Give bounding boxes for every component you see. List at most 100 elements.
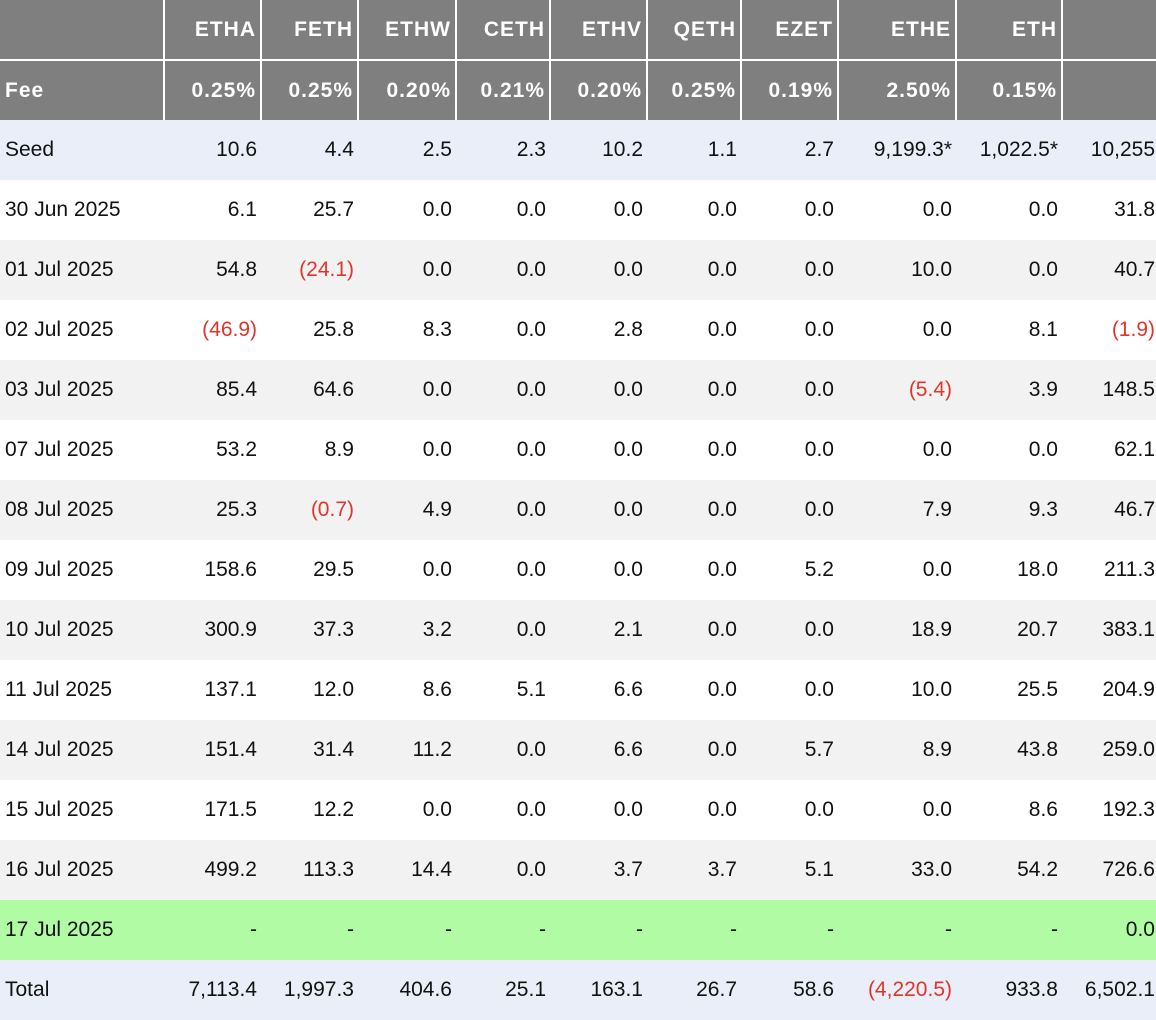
- flow-cell: 11.2: [358, 720, 456, 780]
- total-cell: 26.7: [647, 960, 741, 1020]
- fee-value: 0.20%: [550, 60, 648, 120]
- total-cell: 1,997.3: [261, 960, 358, 1020]
- row-label: 15 Jul 2025: [0, 780, 164, 840]
- flow-cell: 8.9: [838, 720, 956, 780]
- row-label: 02 Jul 2025: [0, 300, 164, 360]
- flow-cell: 2.7: [741, 120, 838, 180]
- flow-cell: 6.1: [164, 180, 261, 240]
- flow-cell: 0.0: [741, 600, 838, 660]
- flow-cell: 0.0: [456, 540, 550, 600]
- ticker-header-row: ETHA FETH ETHW CETH ETHV QETH EZET ETHE …: [0, 0, 1156, 61]
- row-label: 16 Jul 2025: [0, 840, 164, 900]
- flow-cell: 25.7: [261, 180, 358, 240]
- flow-cell: 0.0: [1062, 900, 1156, 960]
- fee-header-row: Fee 0.25% 0.25% 0.20% 0.21% 0.20% 0.25% …: [0, 60, 1156, 120]
- flow-cell: -: [550, 900, 647, 960]
- flow-cell: 4.9: [358, 480, 456, 540]
- flow-cell: 0.0: [456, 240, 550, 300]
- fee-value: 0.20%: [358, 60, 457, 120]
- row-label: 17 Jul 2025: [0, 900, 164, 960]
- fee-value: 0.21%: [456, 60, 551, 120]
- flow-cell: 85.4: [164, 360, 261, 420]
- flow-cell: 0.0: [550, 420, 647, 480]
- flow-row: 16 Jul 2025 499.2 113.3 14.4 0.0 3.7 3.7 5.1 33.…: [0, 840, 1156, 900]
- flow-cell: 211.3: [1062, 540, 1156, 600]
- row-label: 01 Jul 2025: [0, 240, 164, 300]
- flow-cell: 8.9: [261, 420, 358, 480]
- flow-cell: 14.4: [358, 840, 456, 900]
- flow-row: 15 Jul 2025 171.5 12.2 0.0 0.0 0.0 0.0 0.0 0.0 8.…: [0, 780, 1156, 840]
- flow-cell: 2.3: [456, 120, 550, 180]
- flow-cell: -: [956, 900, 1062, 960]
- flow-cell: -: [164, 900, 261, 960]
- flow-cell: 8.3: [358, 300, 456, 360]
- row-label: 07 Jul 2025: [0, 420, 164, 480]
- flow-cell: 192.3: [1062, 780, 1156, 840]
- flow-cell: 3.7: [647, 840, 741, 900]
- column-header-feth: FETH: [261, 0, 359, 61]
- flow-cell: 0.0: [456, 420, 550, 480]
- flow-cell: 29.5: [261, 540, 358, 600]
- flow-cell: 0.0: [838, 420, 956, 480]
- flow-row: 02 Jul 2025 (46.9) 25.8 8.3 0.0 2.8 0.0 0.0 0.0 8…: [0, 300, 1156, 360]
- flow-cell: 3.7: [550, 840, 647, 900]
- row-label: 30 Jun 2025: [0, 180, 164, 240]
- flow-cell: 0.0: [647, 240, 741, 300]
- flow-cell: 0.0: [456, 180, 550, 240]
- flow-cell: 18.0: [956, 540, 1062, 600]
- flow-cell: 25.3: [164, 480, 261, 540]
- flow-cell: 0.0: [647, 720, 741, 780]
- flow-cell: 25.8: [261, 300, 358, 360]
- flow-row: 01 Jul 2025 54.8 (24.1) 0.0 0.0 0.0 0.0 0.0 10.0…: [0, 240, 1156, 300]
- flow-cell: -: [456, 900, 550, 960]
- flow-cell: 0.0: [838, 300, 956, 360]
- flow-cell: 43.8: [956, 720, 1062, 780]
- flow-cell: 0.0: [456, 600, 550, 660]
- flow-cell: 259.0: [1062, 720, 1156, 780]
- flow-cell: 6.6: [550, 720, 647, 780]
- flow-cell: 0.0: [358, 780, 456, 840]
- row-label: Total: [0, 960, 164, 1020]
- flow-cell: 2.8: [550, 300, 647, 360]
- flow-cell: 0.0: [647, 600, 741, 660]
- flow-cell: 10.2: [550, 120, 647, 180]
- column-header-total: [1062, 0, 1156, 61]
- column-header-etha: ETHA: [164, 0, 262, 61]
- flow-row: 08 Jul 2025 25.3 (0.7) 4.9 0.0 0.0 0.0 0.0 7.9 9.…: [0, 480, 1156, 540]
- total-cell: 6,502.1: [1062, 960, 1156, 1020]
- fee-value: 0.19%: [741, 60, 839, 120]
- flow-cell: 10.0: [838, 240, 956, 300]
- flow-cell: 5.2: [741, 540, 838, 600]
- flow-cell: -: [647, 900, 741, 960]
- total-cell: (4,220.5): [838, 960, 956, 1020]
- flow-cell: 0.0: [456, 720, 550, 780]
- flow-cell: 0.0: [741, 780, 838, 840]
- flow-cell: 0.0: [550, 480, 647, 540]
- flow-cell: -: [838, 900, 956, 960]
- flow-cell: 0.0: [741, 480, 838, 540]
- flow-cell: 54.8: [164, 240, 261, 300]
- fee-label: Fee: [0, 60, 165, 120]
- total-cell: 404.6: [358, 960, 456, 1020]
- flow-cell: 12.2: [261, 780, 358, 840]
- flow-row: 07 Jul 2025 53.2 8.9 0.0 0.0 0.0 0.0 0.0 0.0 0.0 6…: [0, 420, 1156, 480]
- flow-cell: 0.0: [550, 180, 647, 240]
- column-header-ethe: ETHE: [838, 0, 957, 61]
- flow-rows: Seed 10.6 4.4 2.5 2.3 10.2 1.1 2.7 9,199.3* 1,022…: [0, 120, 1156, 960]
- total-cell: 163.1: [550, 960, 647, 1020]
- flow-cell: 0.0: [647, 300, 741, 360]
- flow-cell: 0.0: [838, 180, 956, 240]
- flow-cell: 33.0: [838, 840, 956, 900]
- flow-cell: 0.0: [741, 300, 838, 360]
- column-header-ethv: ETHV: [550, 0, 648, 61]
- flow-cell: 18.9: [838, 600, 956, 660]
- flow-cell: 0.0: [456, 300, 550, 360]
- flow-cell: 204.9: [1062, 660, 1156, 720]
- flow-cell: 0.0: [838, 540, 956, 600]
- flow-cell: 113.3: [261, 840, 358, 900]
- flow-cell: 0.0: [741, 180, 838, 240]
- flow-cell: 0.0: [741, 360, 838, 420]
- flow-cell: 3.2: [358, 600, 456, 660]
- flow-cell: 8.6: [956, 780, 1062, 840]
